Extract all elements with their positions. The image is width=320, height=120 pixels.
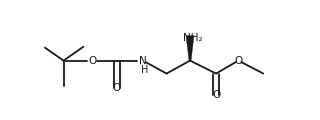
Text: O: O [234,56,243,66]
Polygon shape [186,36,194,61]
Text: O: O [88,56,96,66]
Text: N: N [139,56,147,66]
Text: NH₂: NH₂ [183,33,203,43]
Text: O: O [113,83,121,93]
Text: H: H [141,65,148,75]
Text: O: O [212,90,220,100]
